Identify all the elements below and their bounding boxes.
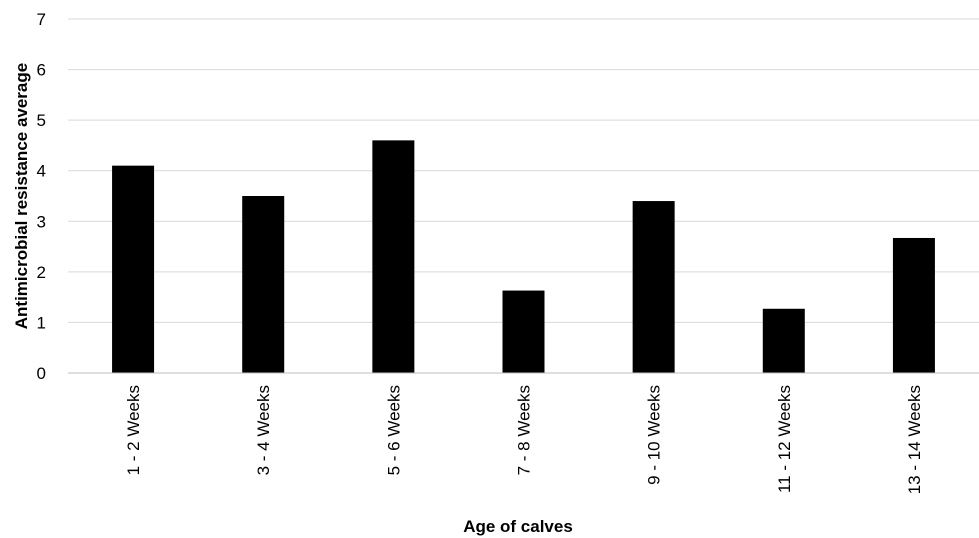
bar-5 [632,201,675,373]
y-tick-label-7: 7 [37,10,46,29]
x-axis-tick-labels: 1 - 2 Weeks 3 - 4 Weeks 5 - 6 Weeks 7 - 8 W… [124,385,924,494]
bar-6 [762,308,805,373]
x-tick-label-1: 1 - 2 Weeks [124,385,143,475]
bar-2 [242,196,285,373]
y-tick-label-1: 1 [37,313,46,332]
y-tick-label-3: 3 [37,212,46,231]
y-tick-label-5: 5 [37,111,46,130]
x-axis-title: Age of calves [463,517,573,536]
x-tick-label-2: 3 - 4 Weeks [254,385,273,475]
bar-3 [372,140,415,373]
x-tick-label-5: 9 - 10 Weeks [645,385,664,485]
bar-1 [112,165,155,373]
x-tick-label-7: 13 - 14 Weeks [905,385,924,494]
x-tick-label-6: 11 - 12 Weeks [775,385,794,493]
y-tick-label-2: 2 [37,263,46,282]
bar-4 [502,290,545,373]
y-axis-title: Antimicrobial resistance average [12,63,31,329]
y-tick-label-4: 4 [37,162,46,181]
gridlines [68,18,979,323]
y-axis-tick-labels: 0 1 2 3 4 5 6 7 [37,10,46,383]
y-tick-label-6: 6 [37,61,46,80]
x-tick-label-4: 7 - 8 Weeks [515,385,534,475]
bars [112,140,935,373]
x-tick-label-3: 5 - 6 Weeks [384,385,403,475]
bar-7 [892,237,935,373]
y-tick-label-0: 0 [37,364,46,383]
